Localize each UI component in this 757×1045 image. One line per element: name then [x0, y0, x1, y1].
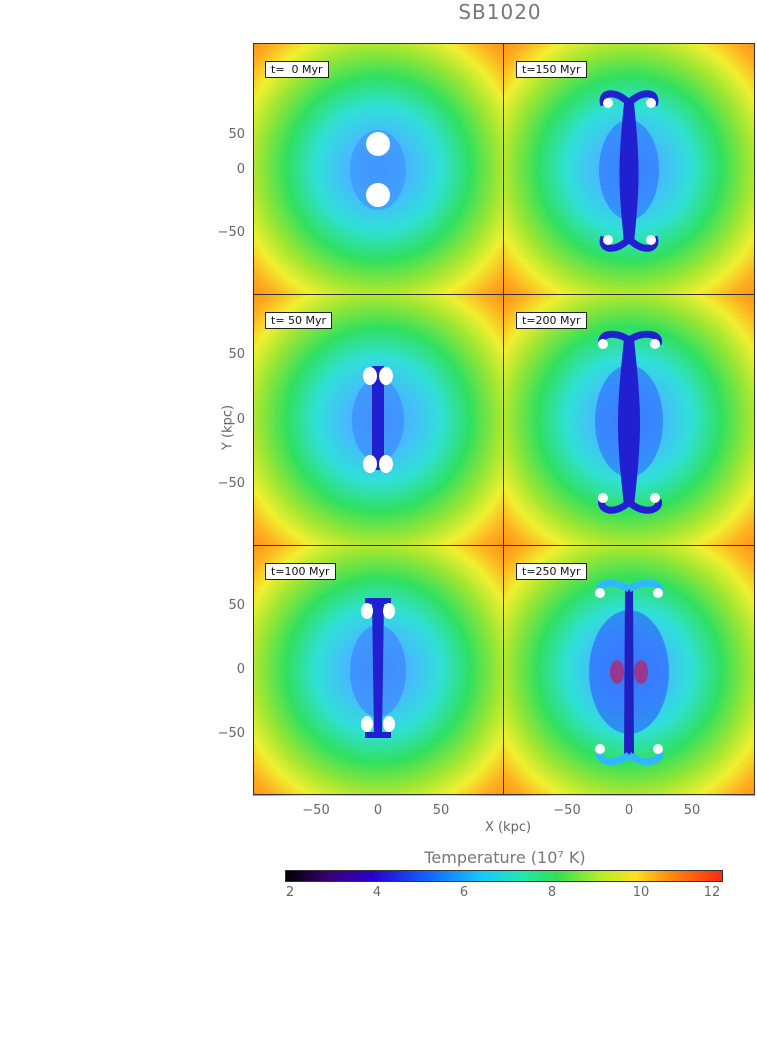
panel-t200: t=200 Myr: [504, 294, 755, 545]
colorbar-tick: 2: [285, 885, 295, 900]
grid-divider-horizontal: [253, 294, 755, 295]
panel-t100: t=100 Myr: [253, 545, 504, 796]
grid-divider-horizontal: [253, 545, 755, 546]
y-tick-label: 0: [236, 662, 245, 677]
colorbar-tick: 8: [547, 885, 557, 900]
panel-grid: t= 0 Myr t=150 Myr t= 50 Myr: [253, 43, 755, 796]
panel-t250: t=250 Myr: [504, 545, 755, 796]
x-axis-label: X (kpc): [484, 820, 532, 835]
panel-label: t=250 Myr: [516, 563, 587, 580]
panel-label: t=150 Myr: [516, 61, 587, 78]
panel-label: t= 0 Myr: [265, 61, 329, 78]
colorbar-title: Temperature (10⁷ K): [424, 848, 586, 867]
x-tick-label: 0: [624, 803, 634, 818]
panel-t50: t= 50 Myr: [253, 294, 504, 545]
panel-label: t=200 Myr: [516, 312, 587, 329]
y-tick-label: 50: [228, 598, 245, 613]
y-tick-label: 0: [236, 162, 245, 177]
colorbar-tick: 10: [632, 885, 650, 900]
figure-title: SB1020: [458, 0, 542, 24]
panel-t0: t= 0 Myr: [253, 43, 504, 294]
panel-label: t= 50 Myr: [265, 312, 333, 329]
y-tick-label: 50: [228, 347, 245, 362]
colorbar-tick: 6: [459, 885, 469, 900]
colorbar: [285, 870, 723, 882]
y-tick-label: 0: [236, 412, 245, 427]
panel-label: t=100 Myr: [265, 563, 336, 580]
colorbar-tick: 4: [372, 885, 382, 900]
y-tick-label: −50: [217, 225, 245, 240]
colorbar-tick: 12: [703, 885, 721, 900]
panel-t150: t=150 Myr: [504, 43, 755, 294]
y-tick-label: −50: [217, 476, 245, 491]
grid-divider-vertical: [503, 43, 504, 795]
y-axis-label: Y (kpc): [220, 404, 236, 451]
x-tick-label: −50: [302, 803, 330, 818]
x-tick-label: 50: [683, 803, 701, 818]
x-tick-label: 0: [373, 803, 383, 818]
x-tick-label: −50: [553, 803, 581, 818]
x-tick-label: 50: [432, 803, 450, 818]
y-tick-label: −50: [217, 726, 245, 741]
y-tick-label: 50: [228, 127, 245, 142]
